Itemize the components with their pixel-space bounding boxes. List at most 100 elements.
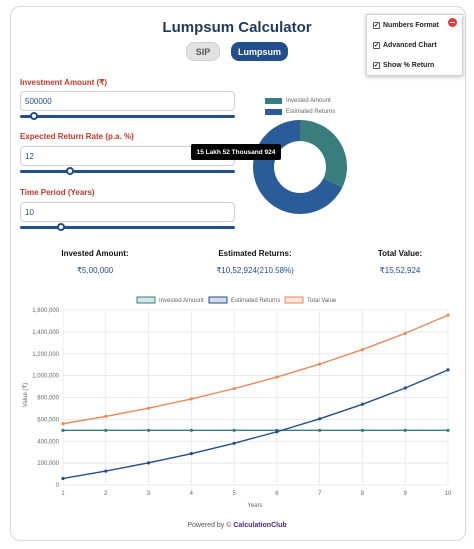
data-point[interactable] <box>446 368 450 372</box>
data-point[interactable] <box>61 428 65 432</box>
summary-invested-value: ₹5,00,000 <box>76 266 114 275</box>
calculator-card <box>10 6 466 541</box>
summary-returns-label: Estimated Returns: <box>218 249 292 258</box>
footer-brand-link[interactable]: CalculationClub <box>233 522 287 529</box>
period-label: Time Period (Years) <box>20 188 95 197</box>
rate-slider[interactable] <box>20 167 235 175</box>
y-tick-label: 1,400,000 <box>32 330 59 336</box>
x-tick-label: 5 <box>232 491 236 497</box>
data-point[interactable] <box>189 428 193 432</box>
y-axis-label: Value (₹) <box>22 383 29 407</box>
data-point[interactable] <box>403 386 407 390</box>
data-point[interactable] <box>189 452 193 456</box>
option-label: Show % Return <box>383 62 435 69</box>
data-point[interactable] <box>104 414 108 418</box>
data-point[interactable] <box>360 347 365 352</box>
summary-total-label: Total Value: <box>377 249 423 258</box>
data-point[interactable] <box>146 428 151 432</box>
data-point[interactable] <box>146 406 151 410</box>
x-tick-label: 9 <box>404 491 408 497</box>
summary-total-value: ₹15,52,924 <box>379 266 421 275</box>
summary-returns-value: ₹10,52,924(210.58%) <box>216 266 294 275</box>
donut-chart <box>253 120 347 214</box>
legend-label: Estimated Returns <box>286 109 336 115</box>
legend-label[interactable]: Estimated Returns <box>231 298 280 304</box>
donut-slice-invested[interactable] <box>300 120 347 188</box>
rate-label: Expected Return Rate (p.a. %) <box>20 132 134 141</box>
donut-tooltip: 15 Lakh 52 Thousand 924 <box>191 144 281 160</box>
mode-tabs: SIP Lumpsum <box>186 42 288 61</box>
series-line-2 <box>62 314 449 425</box>
slider-thumb[interactable] <box>30 112 38 120</box>
data-point[interactable] <box>232 387 236 391</box>
y-tick-label: 800,000 <box>37 396 59 402</box>
data-point[interactable] <box>61 422 65 426</box>
tab-sip[interactable]: SIP <box>186 42 220 61</box>
page-title: Lumpsum Calculator <box>162 19 312 36</box>
period-slider[interactable] <box>20 223 235 231</box>
legend-label[interactable]: Invested Amount <box>159 298 204 304</box>
y-tick-label: 400,000 <box>37 439 59 445</box>
summary-invested-label: Invested Amount: <box>61 249 129 258</box>
option-label: Advanced Chart <box>383 42 437 49</box>
x-axis-label: Years <box>247 503 262 509</box>
legend-swatch <box>265 98 282 104</box>
slider-thumb[interactable] <box>57 223 65 231</box>
x-tick-label: 3 <box>147 491 151 497</box>
option-numbers-format[interactable]: ✓ Numbers Format <box>373 22 439 29</box>
data-point[interactable] <box>104 428 108 432</box>
donut-slice-returns[interactable] <box>253 120 343 214</box>
data-point[interactable] <box>446 313 450 317</box>
series-line-1 <box>62 369 449 480</box>
close-icon[interactable] <box>448 18 457 27</box>
data-point[interactable] <box>275 430 279 434</box>
option-show-percent-return[interactable]: ✓ Show % Return <box>373 62 434 69</box>
data-point[interactable] <box>403 428 407 432</box>
investment-label: Investment Amount (₹) <box>20 78 108 87</box>
legend-swatch <box>265 109 282 115</box>
data-point[interactable] <box>403 331 407 335</box>
data-point[interactable] <box>232 441 236 445</box>
data-point[interactable] <box>61 476 65 481</box>
y-tick-label: 1,200,000 <box>32 352 59 358</box>
y-tick-label: 0 <box>56 483 60 489</box>
option-advanced-chart[interactable]: ✓ Advanced Chart <box>373 42 437 49</box>
growth-line-chart: 0 200,000 400,000 600,000 800,000 1,000,000 1,… <box>22 296 452 509</box>
legend-swatch[interactable] <box>284 296 304 304</box>
data-point[interactable] <box>146 461 151 465</box>
x-tick-label: 2 <box>104 491 108 497</box>
period-input[interactable]: 10 <box>20 202 235 222</box>
legend-swatch[interactable] <box>136 296 156 304</box>
y-tick-label: 1,000,000 <box>32 374 59 380</box>
checkbox-icon[interactable]: ✓ <box>373 62 380 69</box>
options-panel: ✓ Numbers Format ✓ Advanced Chart ✓ Show… <box>366 14 463 76</box>
data-point[interactable] <box>318 362 322 366</box>
tab-lumpsum[interactable]: Lumpsum <box>231 42 288 61</box>
checkbox-icon[interactable]: ✓ <box>373 22 380 29</box>
donut-legend-returns[interactable]: Estimated Returns <box>265 109 335 115</box>
checkbox-icon[interactable]: ✓ <box>373 42 380 49</box>
legend-swatch[interactable] <box>208 296 228 304</box>
y-tick-label: 200,000 <box>37 461 59 467</box>
investment-input[interactable]: 500000 <box>20 91 235 111</box>
slider-thumb[interactable] <box>66 167 74 175</box>
legend-label: Invested Amount <box>286 98 331 104</box>
x-tick-label: 4 <box>190 491 194 497</box>
x-tick-label: 10 <box>445 491 452 497</box>
x-tick-label: 1 <box>61 491 65 497</box>
investment-slider[interactable] <box>20 112 235 120</box>
data-point[interactable] <box>360 402 365 406</box>
legend-label[interactable]: Total Value <box>307 298 337 304</box>
footer-prefix: Powered by © <box>187 522 234 529</box>
x-tick-label: 8 <box>361 491 365 497</box>
data-point[interactable] <box>275 375 279 379</box>
data-point[interactable] <box>318 428 322 432</box>
data-point[interactable] <box>232 428 236 432</box>
data-point[interactable] <box>318 417 322 421</box>
data-point[interactable] <box>104 469 108 473</box>
y-tick-label: 1,600,000 <box>32 308 59 314</box>
donut-legend-invested[interactable]: Invested Amount <box>265 98 331 104</box>
data-point[interactable] <box>189 397 193 401</box>
data-point[interactable] <box>360 428 365 432</box>
data-point[interactable] <box>446 428 450 432</box>
